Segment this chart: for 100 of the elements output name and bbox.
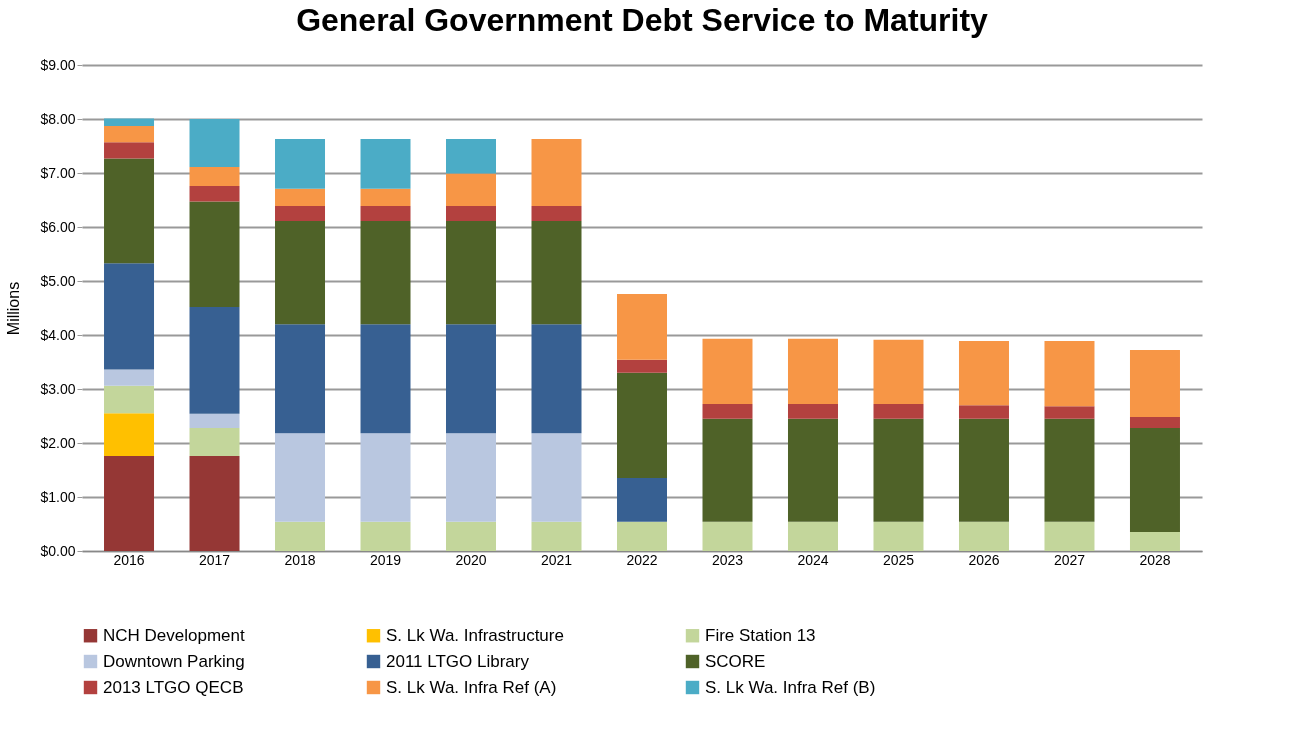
y-tick-label: $9.00 bbox=[40, 56, 76, 73]
bar bbox=[360, 221, 411, 325]
bar bbox=[104, 126, 155, 143]
x-tick-label: 2023 bbox=[711, 551, 744, 568]
bar bbox=[531, 138, 582, 206]
bar bbox=[531, 324, 582, 434]
x-tick-label: 2017 bbox=[198, 551, 231, 568]
bar bbox=[104, 263, 155, 370]
bar bbox=[189, 427, 240, 456]
bar bbox=[446, 138, 497, 174]
bar bbox=[787, 418, 838, 522]
legend-label: NCH Development bbox=[103, 625, 245, 645]
bar bbox=[617, 521, 667, 551]
bar bbox=[104, 385, 155, 414]
chart-title: General Government Debt Service to Maturity bbox=[296, 2, 989, 38]
bar bbox=[531, 205, 582, 222]
bar bbox=[360, 188, 411, 206]
bar bbox=[1129, 417, 1180, 428]
y-tick-label: $3.00 bbox=[40, 380, 76, 397]
bar bbox=[104, 413, 155, 456]
y-tick-label: $8.00 bbox=[40, 110, 76, 127]
bar bbox=[531, 433, 582, 522]
bar bbox=[360, 324, 411, 434]
y-tick-label: $6.00 bbox=[40, 218, 76, 235]
legend-label: 2011 LTGO Library bbox=[386, 651, 530, 671]
bar bbox=[360, 433, 411, 522]
bar bbox=[104, 455, 155, 551]
y-tick-label: $7.00 bbox=[40, 164, 76, 181]
legend-label: Downtown Parking bbox=[103, 651, 245, 671]
bar bbox=[189, 306, 240, 414]
bar bbox=[275, 324, 326, 434]
bar bbox=[275, 205, 326, 222]
bar bbox=[360, 138, 411, 189]
x-tick-label: 2019 bbox=[369, 551, 402, 568]
y-tick-label: $5.00 bbox=[40, 272, 76, 289]
bar bbox=[189, 455, 240, 551]
bar bbox=[1044, 406, 1095, 419]
bar bbox=[275, 188, 326, 206]
legend-label: Fire Station 13 bbox=[705, 625, 816, 645]
bar bbox=[446, 205, 497, 222]
bar bbox=[787, 338, 838, 405]
x-tick-label: 2025 bbox=[882, 551, 915, 568]
bar bbox=[360, 205, 411, 222]
bar bbox=[275, 221, 326, 325]
bar bbox=[702, 521, 753, 551]
bar bbox=[275, 433, 326, 522]
bar bbox=[702, 338, 753, 405]
bar bbox=[531, 221, 582, 325]
bar bbox=[617, 293, 667, 360]
bar bbox=[446, 173, 497, 206]
x-tick-label: 2024 bbox=[797, 551, 829, 568]
x-tick-label: 2018 bbox=[284, 551, 316, 568]
bar bbox=[958, 405, 1009, 419]
y-tick-label: $1.00 bbox=[40, 488, 76, 505]
bar bbox=[958, 521, 1009, 551]
bar bbox=[702, 404, 753, 419]
y-tick-label: $2.00 bbox=[40, 434, 76, 451]
bar bbox=[617, 359, 667, 373]
x-tick-label: 2026 bbox=[968, 551, 1000, 568]
x-tick-label: 2022 bbox=[626, 551, 658, 568]
bar bbox=[446, 521, 497, 551]
bar bbox=[360, 521, 411, 551]
bar bbox=[531, 521, 582, 551]
legend-label: S. Lk Wa. Infra Ref (A) bbox=[386, 677, 557, 697]
bar bbox=[104, 142, 155, 159]
y-tick-label: $4.00 bbox=[40, 326, 76, 343]
bar bbox=[104, 118, 155, 127]
bar bbox=[702, 418, 753, 522]
bar bbox=[873, 339, 924, 405]
bar bbox=[873, 521, 924, 551]
bar bbox=[787, 521, 838, 551]
bar bbox=[275, 138, 326, 189]
bar bbox=[189, 167, 240, 186]
legend-label: SCORE bbox=[705, 651, 766, 671]
bar bbox=[275, 521, 326, 551]
bar bbox=[617, 372, 667, 479]
bar bbox=[1129, 350, 1180, 418]
bar bbox=[787, 404, 838, 419]
legend-label: 2013 LTGO QECB bbox=[103, 677, 244, 697]
bar bbox=[958, 418, 1009, 522]
legend-label: S. Lk Wa. Infrastructure bbox=[386, 625, 564, 645]
bar bbox=[104, 369, 155, 386]
bar bbox=[1044, 418, 1095, 522]
bar bbox=[1129, 427, 1180, 533]
bar bbox=[189, 413, 240, 428]
y-axis-title: Millions bbox=[5, 281, 23, 336]
bar bbox=[1129, 532, 1180, 551]
bar bbox=[958, 340, 1009, 406]
bar bbox=[189, 201, 240, 307]
legend-label: S. Lk Wa. Infra Ref (B) bbox=[705, 677, 876, 697]
bar bbox=[617, 478, 667, 522]
x-tick-label: 2021 bbox=[540, 551, 573, 568]
bar bbox=[1044, 521, 1095, 551]
bar bbox=[1044, 340, 1095, 407]
x-tick-label: 2027 bbox=[1053, 551, 1086, 568]
x-tick-label: 2020 bbox=[455, 551, 487, 568]
bar bbox=[189, 119, 240, 168]
x-tick-label: 2028 bbox=[1139, 551, 1171, 568]
bar bbox=[873, 404, 924, 419]
y-tick-label: $0.00 bbox=[40, 542, 76, 559]
